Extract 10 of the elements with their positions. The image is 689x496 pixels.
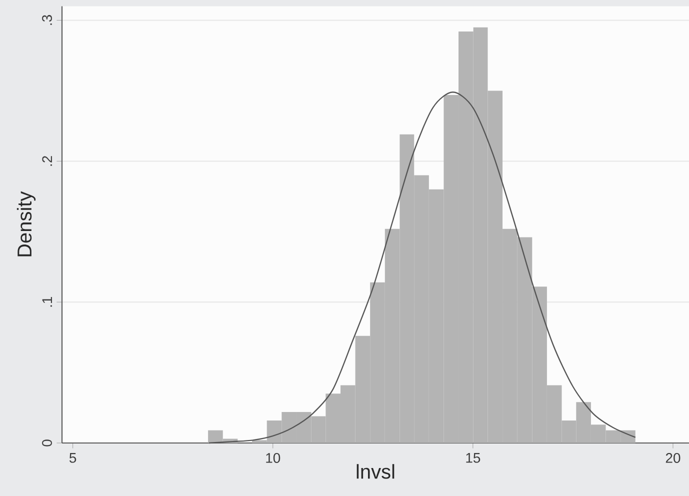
y-tick-label: .1	[42, 296, 52, 307]
y-tick-label: .3	[42, 15, 52, 25]
x-tick-label: 20	[666, 453, 680, 463]
x-tick-label: 15	[466, 453, 480, 463]
x-axis-title: lnvsl	[356, 464, 394, 479]
x-tick-label: 10	[266, 453, 280, 463]
y-tick-label: 0	[42, 440, 52, 446]
y-tick-label: .2	[42, 156, 52, 166]
y-axis-title: Density	[16, 191, 36, 256]
x-tick-label: 5	[69, 453, 76, 463]
